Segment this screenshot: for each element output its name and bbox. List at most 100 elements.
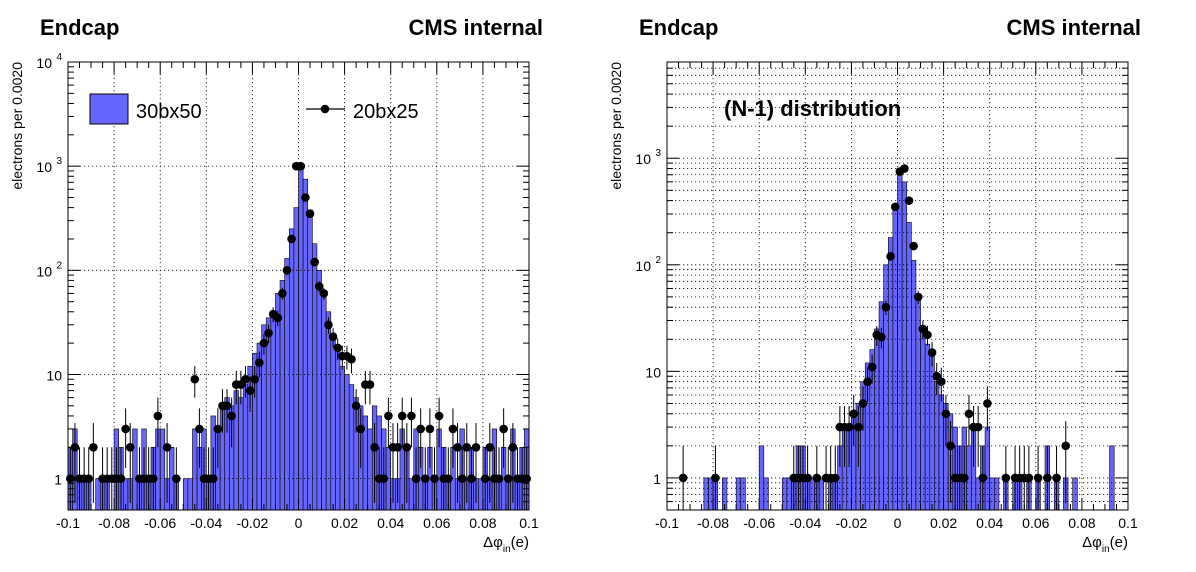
- x-tick-label: 0.02: [930, 515, 957, 531]
- x-tick-label: 0.08: [1068, 515, 1095, 531]
- data-point: [960, 473, 969, 483]
- data-point: [172, 474, 181, 483]
- data-point: [379, 474, 389, 483]
- data-point: [282, 266, 292, 275]
- histogram-bar: [307, 209, 313, 511]
- histogram-bar: [265, 317, 272, 511]
- histogram-bar: [187, 478, 193, 511]
- histogram-bar: [809, 477, 815, 511]
- data-point: [485, 442, 495, 452]
- x-tick-label: -0.02: [236, 515, 268, 531]
- data-point: [356, 424, 366, 434]
- data-point: [402, 442, 412, 452]
- x-axis-title-subscript: in: [503, 544, 511, 555]
- data-point: [1043, 473, 1052, 483]
- y-tick-exponent: 2: [655, 255, 661, 266]
- data-point: [877, 332, 886, 342]
- data-point: [296, 161, 306, 171]
- x-tick-label: -0.08: [98, 515, 130, 531]
- data-point: [351, 401, 361, 411]
- data-point: [84, 474, 94, 483]
- data-point: [918, 324, 928, 334]
- y-tick-label: 10: [635, 258, 651, 274]
- y-tick-label: 10: [46, 367, 62, 383]
- data-point: [278, 289, 287, 298]
- histogram-bar: [984, 426, 991, 511]
- data-point: [245, 386, 255, 395]
- x-tick-label: -0.06: [743, 515, 775, 531]
- x-tick-label: -0.04: [789, 515, 821, 531]
- data-point: [830, 473, 840, 483]
- x-tick-label: 0.06: [1022, 515, 1049, 531]
- data-point: [499, 424, 508, 434]
- x-axis-title-tail: (e): [1110, 534, 1128, 551]
- data-point: [347, 354, 356, 364]
- data-point: [480, 474, 490, 483]
- data-point: [310, 257, 319, 267]
- data-point: [287, 234, 296, 244]
- data-point: [333, 343, 342, 353]
- data-point: [849, 409, 859, 419]
- y-tick-label: 1: [54, 472, 62, 488]
- data-point: [250, 374, 260, 384]
- data-point: [711, 473, 720, 483]
- histogram-bar: [132, 428, 138, 511]
- corner-label-right: CMS internal: [1007, 15, 1141, 40]
- y-tick-exponent: 4: [56, 52, 62, 63]
- grid: [667, 62, 1128, 510]
- data-point: [365, 380, 375, 389]
- x-tick-label: 0: [894, 515, 902, 531]
- data-point: [273, 313, 283, 323]
- data-point: [448, 424, 458, 434]
- x-axis-title-symbol: Δφ: [1082, 534, 1102, 551]
- histogram-bar: [477, 478, 484, 511]
- data-point: [467, 474, 476, 483]
- data-point: [844, 422, 854, 432]
- data-point: [1033, 473, 1043, 483]
- x-tick-label: 0.1: [519, 515, 539, 531]
- right-panel: Endcap CMS internal -0.1 -0.08 -0.06 -0.04 -0.…: [608, 15, 1141, 555]
- data-point: [886, 252, 895, 261]
- data-point: [241, 374, 250, 384]
- legend-points-label: 20bx25: [353, 101, 419, 123]
- legend-hist-label: 30bx50: [136, 101, 202, 123]
- corner-label-left: Endcap: [40, 15, 119, 40]
- histogram-bar: [242, 384, 249, 511]
- x-tick-label: 0.04: [976, 515, 1003, 531]
- data-point: [983, 399, 992, 408]
- y-tick-exponent: 2: [56, 260, 62, 271]
- histogram-bar: [892, 206, 898, 511]
- histogram-bar: [233, 390, 239, 511]
- legend-hist-swatch: [89, 93, 129, 125]
- histogram-bar: [906, 222, 912, 511]
- y-axis-title: electrons per 0.0020: [9, 62, 25, 190]
- data-point: [503, 474, 513, 483]
- histogram-bar: [325, 311, 332, 511]
- histogram-bar: [159, 428, 166, 511]
- data-point: [430, 474, 439, 483]
- data-point: [425, 424, 435, 434]
- data-point: [867, 362, 877, 372]
- data-point: [913, 292, 923, 302]
- data-point: [305, 209, 315, 218]
- histogram-bar: [298, 165, 304, 511]
- data-point: [522, 474, 531, 483]
- x-axis-title-subscript: in: [1102, 544, 1110, 555]
- histogram-bar: [238, 397, 244, 511]
- y-tick-label: 10: [36, 159, 52, 175]
- data-point: [1024, 473, 1034, 483]
- data-point: [314, 282, 324, 291]
- x-tick-label: 0.04: [377, 515, 404, 531]
- legend-points-marker: [320, 104, 330, 114]
- data-point: [190, 374, 200, 384]
- y-tick-exponent: 3: [655, 148, 661, 159]
- x-tick-label: -0.02: [835, 515, 867, 531]
- x-tick-label: 0.06: [423, 515, 450, 531]
- data-point: [222, 401, 232, 411]
- x-tick-label: -0.04: [190, 515, 222, 531]
- histogram-bar: [901, 181, 908, 511]
- histogram-bar: [316, 270, 322, 511]
- data-point: [121, 424, 130, 434]
- data-point: [973, 422, 983, 432]
